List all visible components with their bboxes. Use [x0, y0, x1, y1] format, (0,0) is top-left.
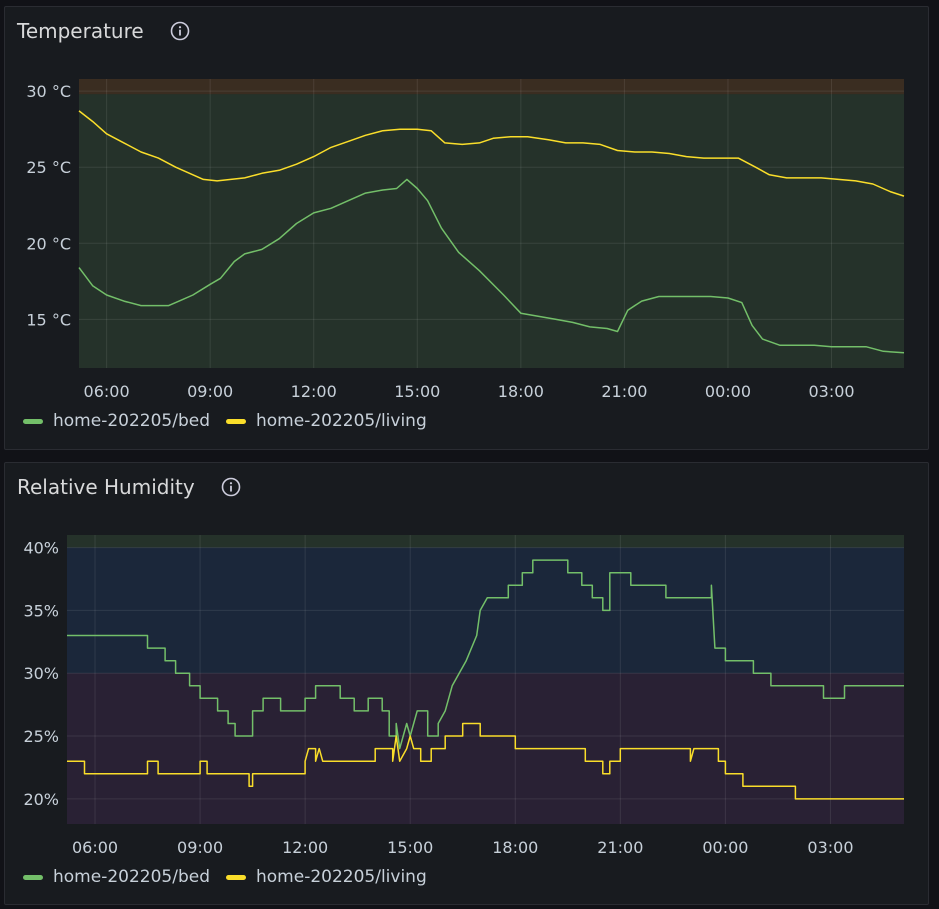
x-tick-label: 06:00	[72, 838, 118, 857]
x-tick-label: 00:00	[702, 838, 748, 857]
y-tick-label: 25 °C	[26, 158, 71, 177]
info-circle-icon[interactable]	[221, 477, 241, 497]
info-circle-icon[interactable]	[170, 21, 190, 41]
threshold-band	[67, 535, 904, 548]
temperature-title: Temperature	[17, 19, 144, 43]
y-tick-label: 20 °C	[26, 234, 71, 253]
x-tick-label: 18:00	[498, 382, 544, 401]
y-tick-label: 30 °C	[26, 82, 71, 101]
x-tick-label: 15:00	[394, 382, 440, 401]
y-tick-label: 40%	[23, 539, 59, 558]
temperature-legend: home-202205/bed home-202205/living	[23, 411, 427, 431]
x-tick-label: 03:00	[808, 382, 854, 401]
threshold-band	[79, 94, 904, 369]
legend-item-living[interactable]: home-202205/living	[226, 867, 427, 887]
y-tick-label: 15 °C	[26, 310, 71, 329]
y-tick-label: 25%	[23, 727, 59, 746]
x-tick-label: 09:00	[187, 382, 233, 401]
x-tick-label: 09:00	[177, 838, 223, 857]
legend-label-living: home-202205/living	[256, 867, 427, 887]
x-tick-label: 21:00	[601, 382, 647, 401]
legend-swatch-bed	[23, 418, 43, 424]
legend-label-bed: home-202205/bed	[53, 867, 210, 887]
x-tick-label: 12:00	[282, 838, 328, 857]
panel-title-temperature: Temperature	[17, 19, 190, 43]
series-line-bed	[78, 178, 905, 354]
threshold-band	[67, 547, 904, 674]
legend-swatch-bed	[23, 874, 43, 880]
series-line-living	[78, 110, 905, 197]
panel-title-humidity: Relative Humidity	[17, 475, 241, 499]
humidity-title: Relative Humidity	[17, 475, 195, 499]
x-tick-label: 06:00	[84, 382, 130, 401]
humidity-legend: home-202205/bed home-202205/living	[23, 867, 427, 887]
legend-swatch-living	[226, 418, 246, 424]
threshold-band	[67, 673, 904, 824]
x-tick-label: 15:00	[387, 838, 433, 857]
series-line-bed	[67, 559, 904, 750]
y-tick-label: 35%	[23, 601, 59, 620]
legend-label-bed: home-202205/bed	[53, 411, 210, 431]
x-tick-label: 12:00	[291, 382, 337, 401]
x-tick-label: 03:00	[807, 838, 853, 857]
legend-item-bed[interactable]: home-202205/bed	[23, 867, 210, 887]
temperature-panel: Temperature 15 °C 20 °C 25 °C 30 °C 06:00 09:…	[4, 6, 929, 450]
legend-item-living[interactable]: home-202205/living	[226, 411, 427, 431]
legend-swatch-living	[226, 874, 246, 880]
legend-label-living: home-202205/living	[256, 411, 427, 431]
y-tick-label: 20%	[23, 790, 59, 809]
humidity-chart[interactable]: 20% 25% 30% 35% 40% 06:00 09:00 12:00 15:00 18:00…	[5, 463, 930, 906]
x-tick-label: 21:00	[597, 838, 643, 857]
threshold-band	[79, 79, 904, 95]
series-line-living	[67, 722, 904, 800]
x-tick-label: 18:00	[492, 838, 538, 857]
y-tick-label: 30%	[23, 664, 59, 683]
legend-item-bed[interactable]: home-202205/bed	[23, 411, 210, 431]
temperature-chart[interactable]: 15 °C 20 °C 25 °C 30 °C 06:00 09:00 12:00 15:00…	[5, 7, 930, 451]
x-tick-label: 00:00	[705, 382, 751, 401]
humidity-panel: Relative Humidity 20% 25% 30% 35% 40% 06:00 09…	[4, 462, 929, 905]
